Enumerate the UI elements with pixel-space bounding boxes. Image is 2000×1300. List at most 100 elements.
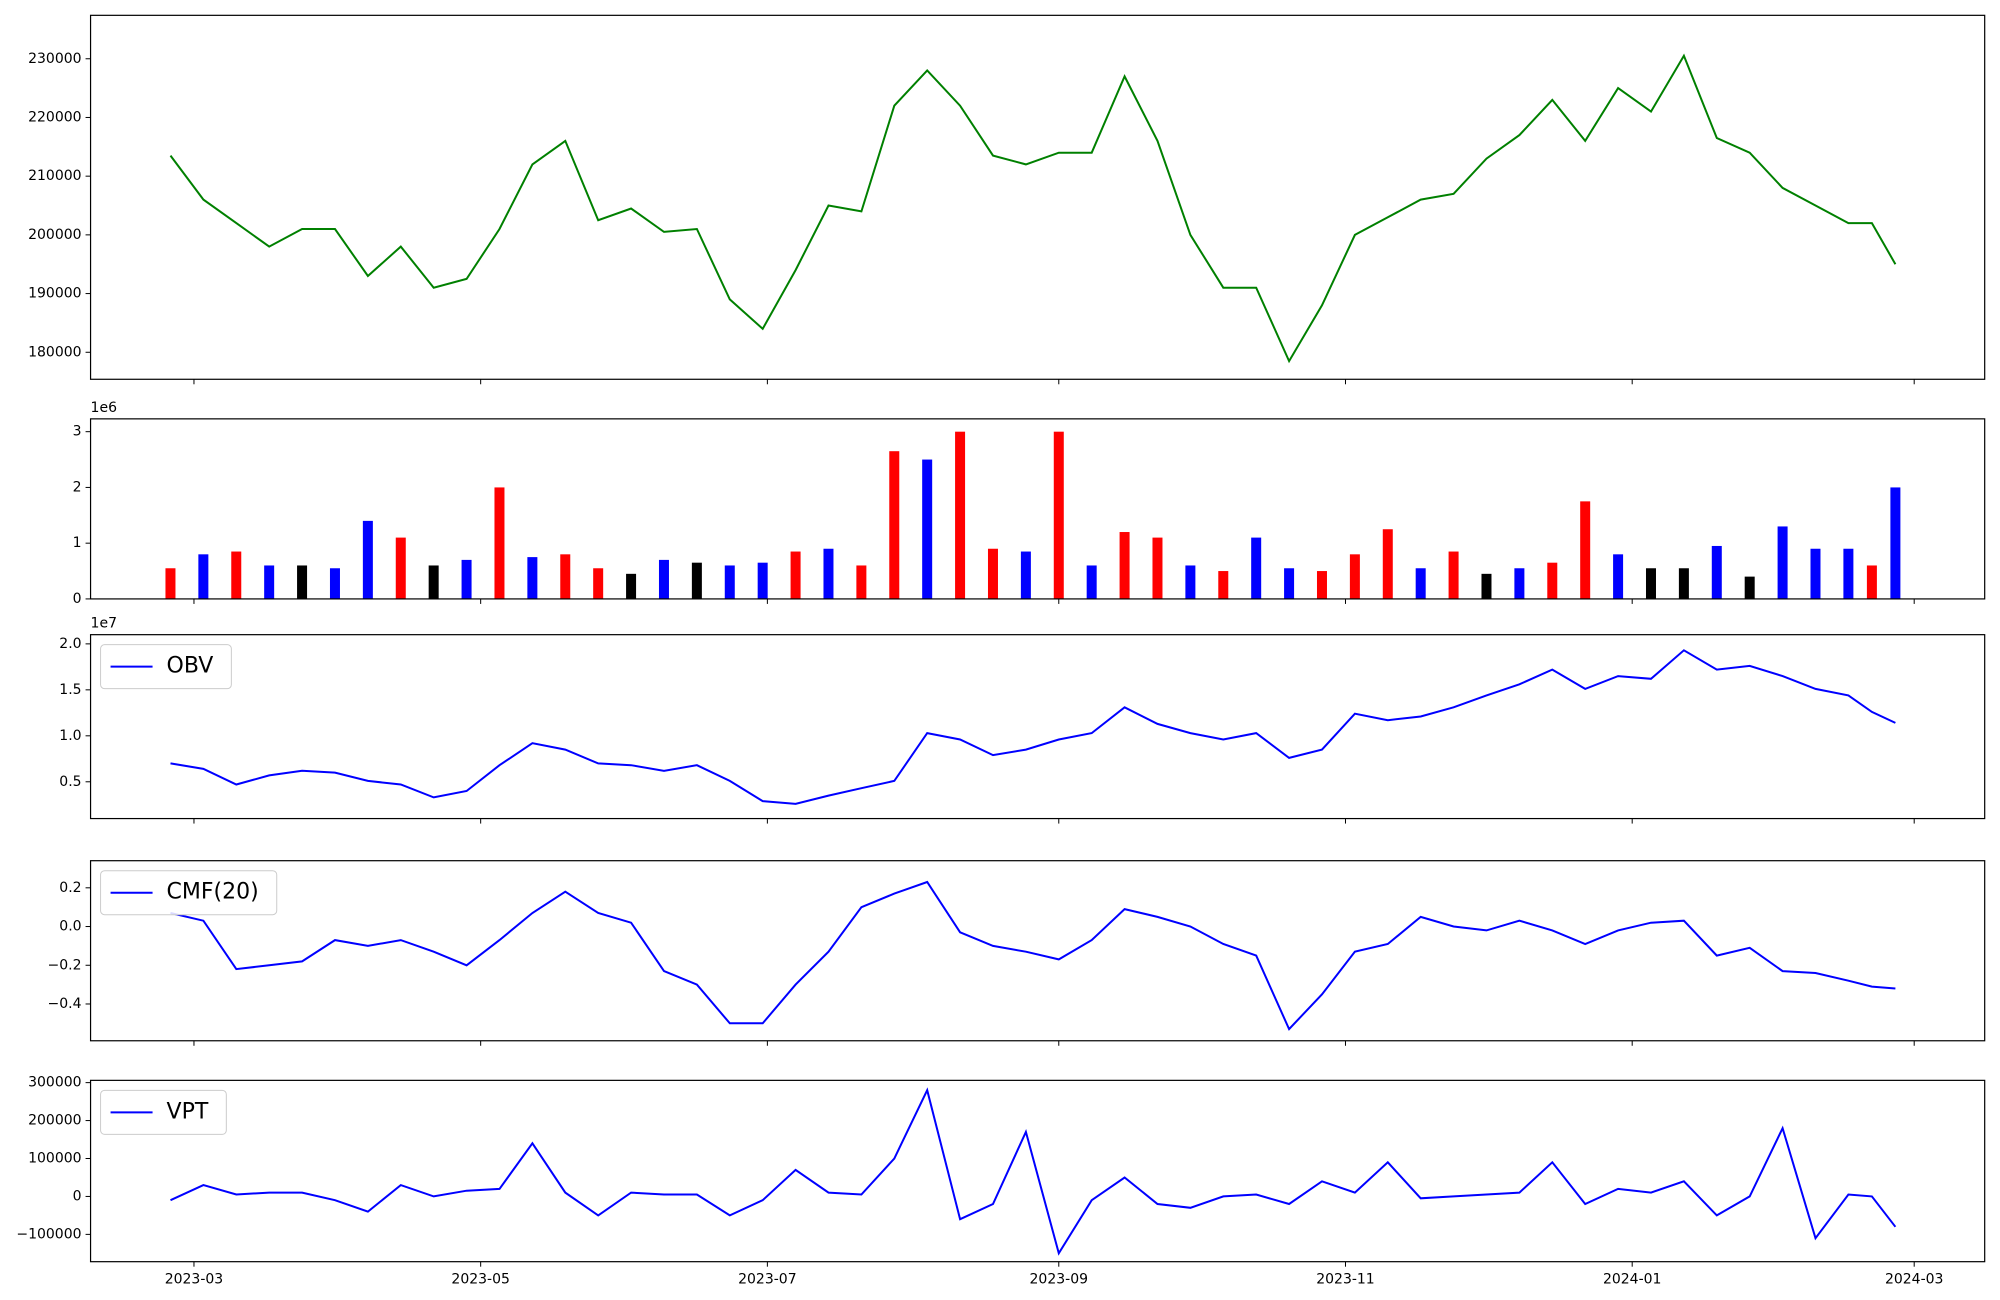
- volume-bar: [527, 557, 538, 599]
- y-tick-label: 3: [73, 424, 82, 440]
- volume-bar: [494, 487, 505, 599]
- axes-frame: [89, 14, 1986, 380]
- offset-text: 1e7: [91, 616, 117, 632]
- legend-text: OBV: [167, 654, 214, 679]
- y-tick-label: 1.0: [59, 728, 81, 744]
- volume-bar: [1514, 568, 1525, 599]
- volume-bar: [329, 568, 340, 599]
- volume-bar: [1711, 545, 1722, 599]
- y-tick-label: 0.2: [59, 880, 81, 896]
- y-tick-label: −0.4: [48, 996, 82, 1012]
- y-tick-label: 2.0: [59, 636, 81, 652]
- volume-bar: [198, 554, 209, 599]
- volume-bar: [1152, 537, 1163, 599]
- volume-bar: [1415, 568, 1426, 599]
- x-tick-label: 2023-09: [1030, 1272, 1089, 1288]
- volume-bar: [1053, 431, 1064, 599]
- volume-bar: [1890, 487, 1901, 599]
- x-tick-label: 2023-07: [738, 1272, 797, 1288]
- volume-bar: [165, 568, 176, 599]
- volume-bar: [1218, 571, 1229, 599]
- volume-bar: [757, 562, 768, 599]
- volume-bar: [1349, 554, 1360, 599]
- y-tick-label: 190000: [28, 286, 81, 302]
- series-line: [170, 649, 1896, 805]
- volume-bar: [889, 451, 900, 599]
- volume-bar: [626, 573, 637, 599]
- x-tick-label: 2023-03: [165, 1272, 224, 1288]
- volume-bar: [987, 548, 998, 599]
- volume-bar: [428, 565, 439, 599]
- legend-box: [100, 644, 232, 690]
- x-tick-label: 2024-03: [1885, 1272, 1944, 1288]
- volume-bar: [395, 537, 406, 599]
- legend-box: [100, 870, 278, 916]
- volume-bar: [1251, 537, 1262, 599]
- legend-box: [100, 1089, 227, 1135]
- axes-frame: [89, 860, 1986, 1042]
- y-tick-label: −100000: [16, 1226, 81, 1242]
- y-tick-label: 210000: [28, 168, 81, 184]
- volume-bar: [724, 565, 735, 599]
- legend-text: VPT: [167, 1099, 209, 1124]
- volume-bar: [1744, 576, 1755, 599]
- volume-bar: [1843, 548, 1854, 599]
- offset-text: 1e6: [91, 400, 118, 416]
- volume-bar: [231, 551, 242, 599]
- volume-bar: [1020, 551, 1031, 599]
- volume-bar: [1613, 554, 1624, 599]
- volume-bar: [297, 565, 308, 599]
- y-tick-label: 0.0: [59, 919, 81, 935]
- volume-bar: [1866, 565, 1877, 599]
- volume-bar: [1086, 565, 1097, 599]
- volume-bar: [955, 431, 966, 599]
- series-line: [169, 53, 1897, 364]
- series-line: [170, 1087, 1897, 1256]
- y-tick-label: 0.5: [59, 774, 81, 790]
- volume-bar: [1185, 565, 1196, 599]
- volume-bar: [1777, 526, 1788, 599]
- volume-bar: [922, 459, 933, 599]
- volume-bar: [1481, 573, 1492, 599]
- y-tick-label: 230000: [28, 51, 81, 67]
- y-tick-label: 2: [73, 479, 82, 495]
- volume-bar: [1810, 548, 1821, 599]
- y-tick-label: 1.5: [59, 682, 81, 698]
- volume-bar: [823, 548, 834, 599]
- x-tick-label: 2024-01: [1603, 1272, 1662, 1288]
- volume-bar: [1316, 571, 1327, 599]
- volume-bar: [1678, 568, 1689, 599]
- volume-bar: [264, 565, 275, 599]
- y-tick-label: 300000: [28, 1075, 81, 1091]
- volume-bar: [593, 568, 604, 599]
- y-tick-label: 220000: [28, 109, 81, 125]
- y-tick-label: 1: [73, 535, 82, 551]
- volume-bar: [1547, 562, 1558, 599]
- volume-bar: [856, 565, 867, 599]
- axes-frame: [89, 634, 1986, 820]
- volume-bar: [1284, 568, 1295, 599]
- volume-bar: [1580, 501, 1591, 599]
- y-tick-label: 0: [73, 1188, 82, 1204]
- series-line: [170, 880, 1896, 1031]
- volume-bar: [461, 559, 472, 599]
- volume-bar: [560, 554, 571, 599]
- y-tick-label: −0.2: [48, 957, 82, 973]
- legend-text: CMF(20): [167, 880, 259, 905]
- y-tick-label: 200000: [28, 1113, 81, 1129]
- volume-bar: [1448, 551, 1459, 599]
- x-tick-label: 2023-05: [451, 1272, 510, 1288]
- x-tick-label: 2023-11: [1316, 1272, 1375, 1288]
- y-tick-label: 200000: [28, 227, 81, 243]
- volume-bar: [1119, 532, 1130, 599]
- volume-bar: [658, 559, 669, 599]
- volume-bar: [1645, 568, 1656, 599]
- y-tick-label: 100000: [28, 1151, 81, 1167]
- y-tick-label: 0: [73, 591, 82, 607]
- y-tick-label: 180000: [28, 344, 81, 360]
- volume-bar: [691, 562, 702, 599]
- axes-frame: [89, 418, 1986, 600]
- volume-bar: [362, 520, 373, 599]
- volume-bar: [1382, 529, 1393, 599]
